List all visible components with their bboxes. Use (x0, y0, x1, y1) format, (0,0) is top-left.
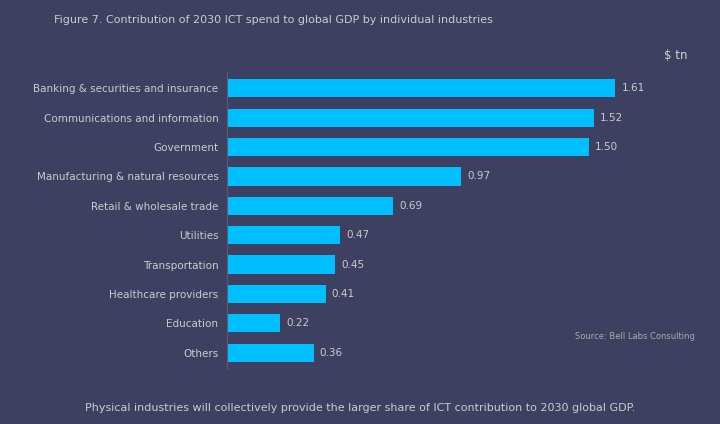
Bar (227, 285, 325, 303)
Text: 0.47: 0.47 (346, 230, 369, 240)
Text: Physical industries will collectively provide the larger share of ICT contributi: Physical industries will collectively pr… (85, 403, 635, 413)
Bar (227, 197, 393, 215)
Text: 0.41: 0.41 (332, 289, 355, 299)
Text: 0.45: 0.45 (341, 259, 364, 270)
Text: Source: Bell Labs Consulting: Source: Bell Labs Consulting (575, 332, 695, 341)
Text: 0.97: 0.97 (467, 171, 490, 181)
Bar (227, 255, 336, 273)
Bar (227, 314, 280, 332)
Bar (227, 167, 461, 186)
Text: $ tn: $ tn (664, 49, 688, 62)
Text: 1.61: 1.61 (621, 83, 644, 93)
Bar (227, 109, 593, 127)
Text: 0.36: 0.36 (320, 348, 343, 358)
Bar (227, 79, 616, 98)
Text: 0.22: 0.22 (286, 318, 309, 328)
Bar (227, 226, 341, 244)
Text: 1.50: 1.50 (595, 142, 618, 152)
Bar (227, 138, 589, 156)
Text: Figure 7. Contribution of 2030 ICT spend to global GDP by individual industries: Figure 7. Contribution of 2030 ICT spend… (54, 15, 493, 25)
Bar (227, 343, 314, 362)
Text: 0.69: 0.69 (400, 201, 423, 211)
Text: 1.52: 1.52 (600, 113, 623, 123)
